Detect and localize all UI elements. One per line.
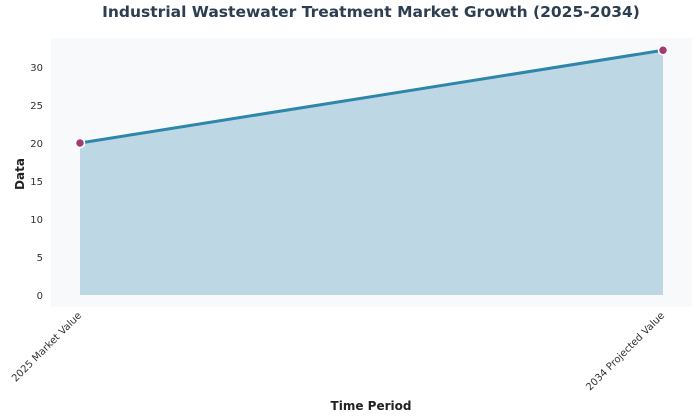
series-line [79, 48, 664, 145]
y-tick-label: 20 [30, 139, 43, 150]
y-tick-label: 5 [37, 253, 43, 264]
y-axis-label: Data [13, 158, 27, 190]
y-tick-label: 25 [30, 101, 43, 112]
chart-title: Industrial Wastewater Treatment Market G… [102, 3, 640, 21]
x-axis-label: Time Period [331, 399, 412, 413]
data-series [74, 45, 669, 295]
data-point-marker [657, 45, 669, 56]
y-tick-label: 15 [30, 177, 43, 188]
x-tick-label: 2025 Market Value [10, 310, 84, 384]
y-axis-ticks: 0 5 10 15 20 25 30 [30, 63, 43, 302]
x-axis-ticks: 2025 Market Value 2034 Projected Value [10, 310, 667, 393]
y-tick-label: 10 [30, 215, 43, 226]
data-point-marker [74, 137, 86, 149]
y-tick-label: 30 [30, 63, 43, 74]
area-fill [80, 50, 663, 295]
y-tick-label: 0 [37, 291, 43, 302]
x-tick-label: 2034 Projected Value [584, 310, 667, 393]
